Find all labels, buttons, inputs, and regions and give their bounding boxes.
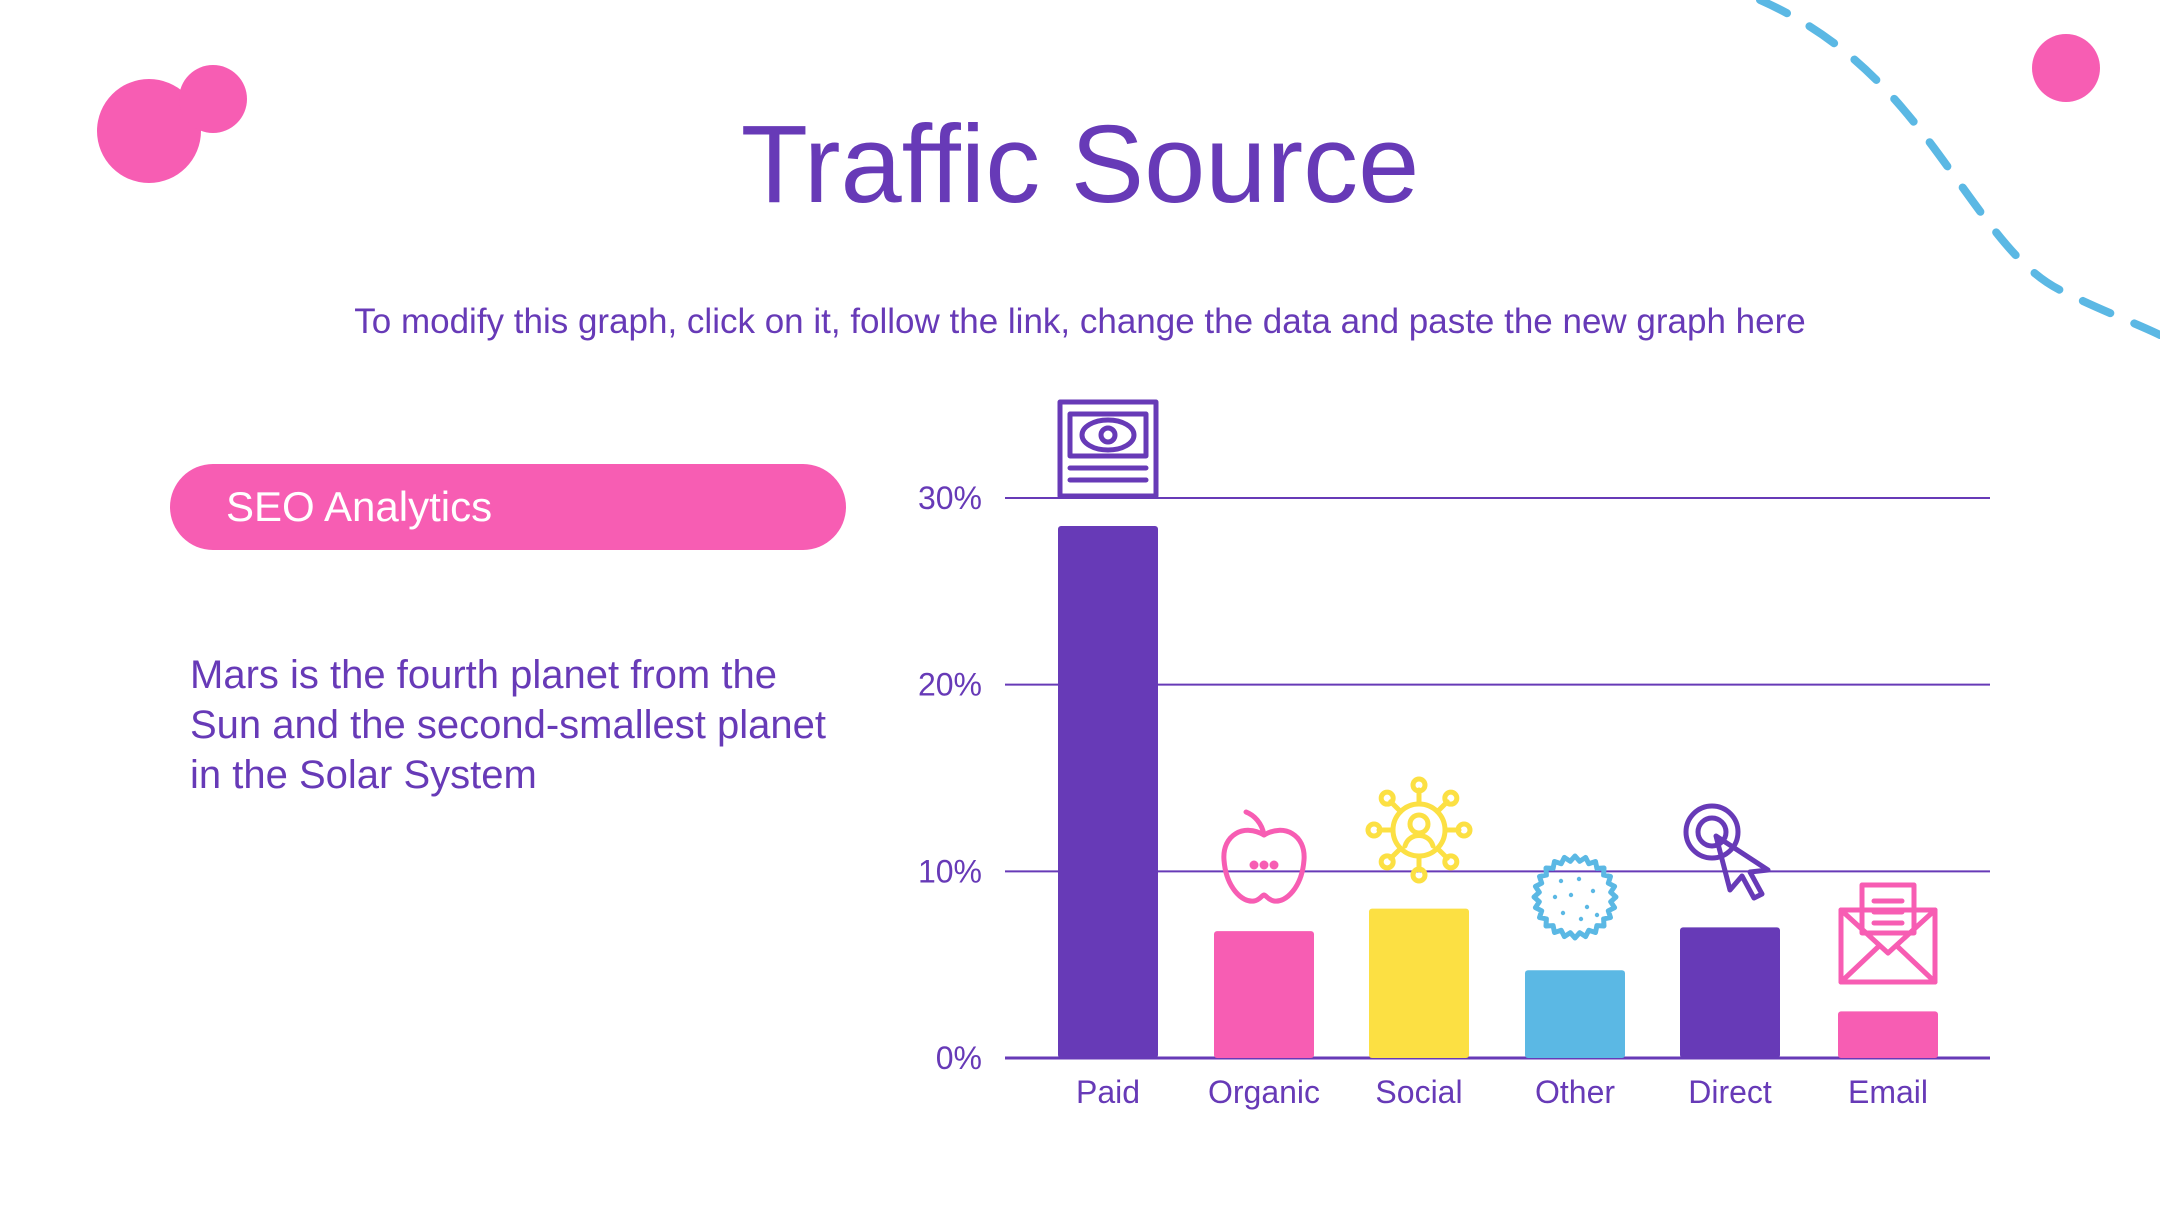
y-tick-label: 0%	[936, 1040, 982, 1076]
bar-other	[1525, 970, 1625, 1058]
bar-organic	[1214, 931, 1314, 1058]
x-category-label: Social	[1375, 1074, 1462, 1110]
envelope-icon	[1838, 882, 1938, 985]
bar-paid	[1058, 526, 1158, 1058]
description-text: Mars is the fourth planet from the Sun a…	[190, 653, 826, 797]
bar-direct	[1680, 927, 1780, 1058]
x-category-label: Other	[1535, 1074, 1615, 1110]
x-category-label: Paid	[1076, 1074, 1140, 1110]
bar-social	[1369, 908, 1469, 1058]
money-icon	[1057, 399, 1159, 499]
slide-title: Traffic Source	[740, 103, 1420, 226]
pink-blob-small	[179, 65, 247, 133]
pink-blob-large	[97, 79, 201, 183]
y-tick-label: 10%	[918, 853, 982, 889]
dashed-curve	[1756, 0, 2160, 339]
cursor-target-icon	[1683, 803, 1771, 901]
bar-email	[1838, 1011, 1938, 1058]
network-user-icon	[1365, 776, 1473, 884]
x-category-label: Direct	[1688, 1074, 1772, 1110]
pink-dot-top-right	[2032, 34, 2100, 102]
x-category-label: Email	[1848, 1074, 1928, 1110]
cookie-icon	[1531, 853, 1619, 941]
slide-subtitle: To modify this graph, click on it, follo…	[354, 302, 1806, 341]
apple-icon	[1221, 809, 1307, 904]
x-category-label: Organic	[1208, 1074, 1320, 1110]
seo-analytics-pill: SEO Analytics	[170, 464, 846, 550]
y-tick-label: 20%	[918, 667, 982, 703]
y-tick-label: 30%	[918, 480, 982, 516]
